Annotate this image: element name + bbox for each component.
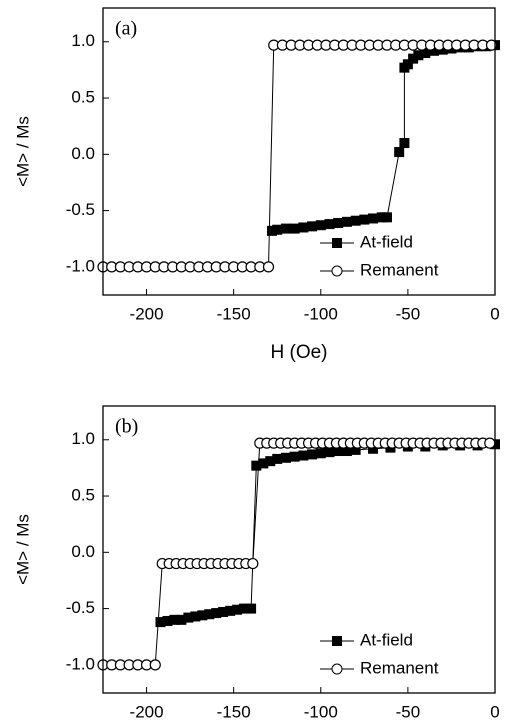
marker	[359, 214, 370, 225]
marker	[258, 458, 269, 469]
marker	[324, 219, 335, 230]
marker	[484, 437, 496, 449]
marker	[246, 603, 257, 614]
y-tick-label: 1.0	[71, 429, 95, 448]
marker	[420, 48, 431, 59]
legend-label: Remanent	[360, 260, 439, 279]
marker	[315, 220, 326, 231]
marker	[307, 449, 318, 460]
marker	[399, 138, 410, 149]
marker	[350, 444, 361, 455]
legend-label: At-field	[360, 232, 413, 251]
legend-marker	[332, 238, 342, 248]
marker	[324, 447, 335, 458]
marker	[485, 39, 498, 51]
marker	[265, 456, 276, 467]
y-tick-label: 1.0	[71, 31, 95, 50]
y-tick-label: 0.5	[71, 88, 95, 107]
x-tick-label: -150	[217, 702, 251, 721]
series-line	[271, 44, 496, 232]
marker	[272, 453, 283, 464]
marker	[169, 614, 180, 625]
marker	[408, 53, 419, 64]
marker	[333, 446, 344, 457]
plot-frame	[102, 7, 496, 296]
marker	[272, 224, 283, 235]
marker	[197, 610, 208, 621]
marker	[211, 608, 222, 619]
x-tick-label: -50	[396, 702, 421, 721]
marker	[176, 614, 187, 625]
x-tick-label: -200	[130, 702, 164, 721]
y-axis-label: <M> / Ms	[13, 514, 32, 585]
marker	[381, 212, 392, 223]
marker	[298, 222, 309, 233]
marker	[289, 223, 300, 234]
y-tick-label: 0.0	[71, 542, 95, 561]
marker	[149, 659, 161, 671]
marker	[298, 450, 309, 461]
x-tick-label: 0	[490, 304, 499, 323]
marker	[251, 460, 262, 471]
y-tick-label: -0.5	[66, 200, 95, 219]
marker	[280, 452, 291, 463]
y-tick-label: -1.0	[66, 256, 95, 275]
legend-label: At-field	[360, 630, 413, 649]
marker	[155, 617, 166, 628]
marker	[183, 612, 194, 623]
x-tick-label: -50	[396, 304, 421, 323]
legend-marker	[331, 663, 343, 675]
marker	[376, 212, 387, 223]
marker	[280, 223, 291, 234]
legend-marker	[331, 265, 343, 277]
series-line	[160, 443, 496, 623]
marker	[429, 45, 440, 56]
x-tick-label: 0	[490, 702, 499, 721]
marker	[204, 609, 215, 620]
marker	[368, 213, 379, 224]
marker	[232, 604, 243, 615]
marker	[341, 216, 352, 227]
marker	[402, 59, 413, 70]
marker	[394, 147, 405, 158]
marker	[239, 603, 250, 614]
marker	[247, 557, 259, 570]
marker	[333, 217, 344, 228]
marker	[413, 50, 424, 61]
panel-label: (b)	[115, 416, 138, 438]
y-tick-label: 0.5	[71, 486, 95, 505]
x-tick-label: -150	[217, 304, 251, 323]
marker	[190, 611, 201, 622]
legend-label: Remanent	[360, 658, 439, 677]
marker	[218, 606, 229, 617]
y-tick-label: -0.5	[66, 598, 95, 617]
marker	[315, 448, 326, 459]
marker	[266, 225, 277, 236]
marker	[368, 443, 379, 454]
x-tick-label: -200	[130, 304, 164, 323]
x-axis-label: H (Oe)	[271, 342, 328, 363]
y-axis-label: <M> / Ms	[13, 116, 32, 187]
marker	[162, 615, 173, 626]
marker	[341, 446, 352, 457]
x-tick-label: -100	[304, 304, 338, 323]
plot-frame	[102, 405, 496, 694]
marker	[225, 605, 236, 616]
marker	[289, 451, 300, 462]
panel-label: (a)	[115, 18, 137, 40]
x-tick-label: -100	[304, 702, 338, 721]
y-tick-label: 0.0	[71, 144, 95, 163]
marker	[350, 215, 361, 226]
y-tick-label: -1.0	[66, 654, 95, 673]
legend-marker	[332, 636, 342, 646]
marker	[307, 221, 318, 232]
marker	[262, 261, 275, 273]
series-line	[103, 442, 490, 666]
series-line	[103, 44, 492, 268]
marker	[437, 44, 448, 55]
